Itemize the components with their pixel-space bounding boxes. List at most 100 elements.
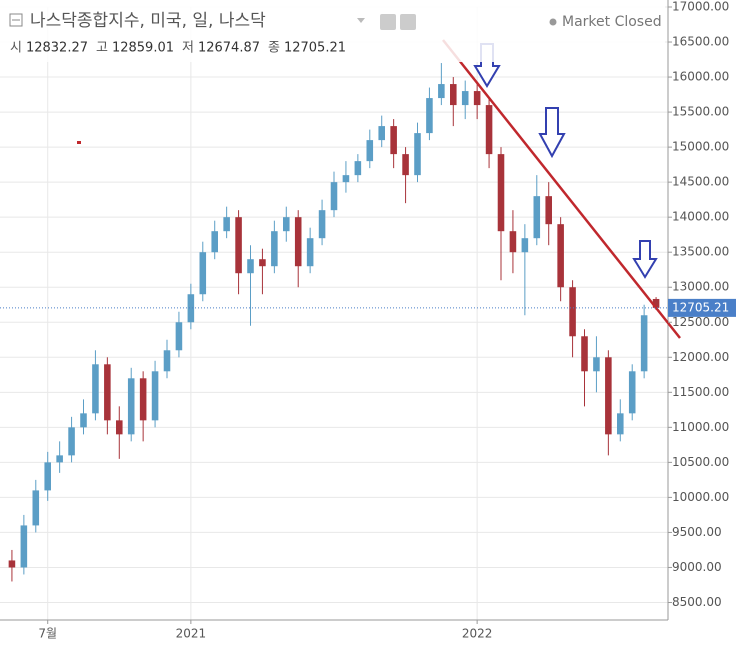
candle-body	[187, 294, 195, 323]
market-status: Market Closed	[562, 14, 662, 30]
candle-body	[306, 238, 314, 267]
candle-body	[223, 217, 230, 232]
candle-body	[461, 91, 469, 106]
candle-body	[32, 490, 40, 526]
candle-body	[581, 336, 588, 372]
arrow	[632, 240, 658, 279]
candle-body	[545, 196, 552, 225]
candle-body	[533, 196, 541, 239]
candle-body	[318, 210, 326, 239]
candle-body	[652, 298, 660, 308]
candle-body	[330, 182, 338, 211]
candle-body	[628, 371, 636, 414]
candle-body	[521, 238, 529, 253]
candle-body	[20, 525, 28, 568]
marker	[77, 141, 81, 144]
y-tick-label: 15000.00	[672, 140, 729, 154]
candle-body	[163, 350, 171, 372]
candle-body	[473, 91, 481, 106]
y-tick-label: 10500.00	[672, 455, 729, 469]
y-tick-label: 10000.00	[672, 490, 729, 504]
y-tick-label: 9000.00	[672, 560, 722, 574]
y-tick-label: 8500.00	[672, 595, 722, 609]
candle-body	[56, 455, 63, 463]
candle-body	[605, 357, 612, 435]
ohlc-label: 종	[268, 41, 280, 56]
candle-body	[497, 154, 505, 232]
x-tick-label: 2022	[462, 627, 493, 641]
candle-body	[211, 231, 218, 253]
candle-body	[414, 133, 421, 176]
candle-body	[92, 364, 99, 414]
arrow	[538, 107, 566, 159]
candles	[8, 63, 660, 582]
candle-body	[450, 84, 457, 106]
last-price-box	[668, 298, 736, 317]
candle-body	[354, 161, 362, 176]
candle-body	[259, 259, 266, 267]
trend-line	[442, 39, 681, 339]
candle-body	[640, 315, 648, 372]
settings-button[interactable]	[400, 14, 416, 30]
candle-body	[557, 224, 564, 288]
candle-body	[175, 322, 183, 351]
y-tick-label: 11000.00	[672, 420, 729, 434]
dropdown[interactable]	[357, 18, 365, 23]
candle-body	[485, 105, 493, 155]
status-dot	[549, 18, 557, 26]
y-tick-label: 17000.00	[672, 0, 729, 14]
y-tick-label: 13000.00	[672, 280, 729, 294]
candle-body	[127, 378, 135, 435]
candle-body	[271, 231, 278, 267]
title: 나스닥종합지수, 미국, 일, 나스닥	[30, 11, 266, 31]
x-tick-label: 2021	[176, 627, 207, 641]
candle-body	[68, 427, 75, 456]
y-tick-label: 15500.00	[672, 105, 729, 119]
candle-body	[366, 140, 374, 162]
ohlc-value: 12674.87	[198, 41, 260, 56]
ohlc-value: 12832.27	[26, 41, 88, 56]
candle-body	[116, 420, 123, 435]
candle-body	[569, 287, 576, 337]
y-tick-label: 14000.00	[672, 210, 729, 224]
candle-body	[247, 259, 254, 274]
candle-body	[8, 560, 16, 568]
candle-body	[390, 126, 397, 155]
candle-body	[104, 364, 111, 421]
candle-body	[80, 413, 87, 428]
y-tick-label: 14500.00	[672, 175, 729, 189]
candle-body	[617, 413, 624, 435]
y-tick-label: 12000.00	[672, 350, 729, 364]
candle-body	[438, 84, 445, 99]
last-price-label: 12705.21	[672, 300, 729, 314]
ohlc-value: 12705.21	[284, 41, 346, 56]
candle-body	[593, 357, 600, 372]
ohlc-label: 시	[10, 41, 22, 56]
y-tick-label: 16500.00	[672, 35, 729, 49]
candle-body	[342, 175, 350, 183]
y-tick-label: 13500.00	[672, 245, 729, 259]
candle-body	[426, 98, 433, 134]
y-tick-label: 16000.00	[672, 70, 729, 84]
y-tick-label: 11500.00	[672, 385, 729, 399]
candle-body	[509, 231, 517, 253]
collapse-icon	[9, 13, 23, 27]
ohlc-row: 시 12832.27 고 12859.01 저 12674.87 종 12705.21	[10, 41, 346, 56]
candle-body	[44, 462, 51, 491]
candle-body	[283, 217, 290, 232]
header-bg	[0, 0, 665, 62]
ohlc-value: 12859.01	[112, 41, 174, 56]
eye-button[interactable]	[380, 14, 396, 30]
candle-body	[151, 371, 159, 421]
candle-body	[139, 378, 147, 421]
candle-body	[402, 154, 409, 176]
candle-body	[378, 126, 385, 141]
ohlc-label: 고	[96, 41, 108, 56]
ohlc-label: 저	[182, 41, 194, 56]
candle-body	[294, 217, 302, 267]
x-tick-label: 7월	[38, 627, 57, 641]
candle-body	[235, 217, 242, 274]
y-tick-label: 9500.00	[672, 525, 722, 539]
